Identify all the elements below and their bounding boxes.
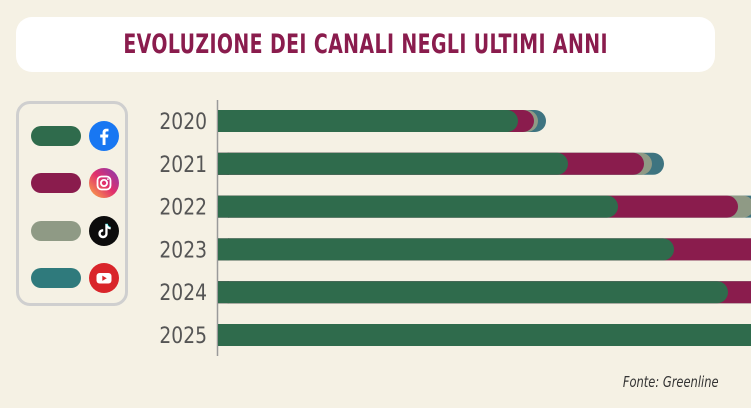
- bar-2023-series-1: [218, 238, 674, 261]
- title-banner: EVOLUZIONE DEI CANALI NEGLI ULTIMI ANNI: [16, 17, 715, 72]
- tiktok-icon: [89, 216, 119, 246]
- bar-2024-series-1: [218, 281, 728, 304]
- bar-2020-series-1: [218, 110, 518, 132]
- category-label-2021: 2021: [159, 151, 207, 177]
- legend-item-tiktok: [31, 216, 121, 246]
- category-label-2023: 2023: [159, 237, 207, 263]
- bar-2025-series-1-base: [218, 324, 229, 346]
- legend-item-instagram: [31, 168, 121, 198]
- legend-swatch-instagram: [31, 173, 81, 193]
- source-note: Fonte: Greenline: [623, 373, 719, 391]
- category-label-2024: 2024: [159, 280, 207, 306]
- bar-2020-series-1-base: [218, 110, 229, 132]
- category-labels-group: 2020 2021 2022 2023 2024 2025: [159, 109, 207, 349]
- chart-title: EVOLUZIONE DEI CANALI NEGLI ULTIMI ANNI: [123, 29, 608, 60]
- bar-2022-series-1: [218, 195, 618, 218]
- legend-swatch-tiktok: [31, 221, 81, 241]
- facebook-icon: [89, 121, 119, 151]
- bars-group: [218, 110, 751, 346]
- legend-item-facebook: [31, 121, 121, 151]
- legend: [16, 101, 128, 306]
- category-label-2020: 2020: [159, 109, 207, 135]
- legend-swatch-facebook: [31, 126, 81, 146]
- bar-2023-series-1-base: [218, 238, 229, 261]
- legend-item-youtube: [31, 263, 121, 293]
- category-label-2025: 2025: [159, 323, 207, 349]
- instagram-icon: [89, 168, 119, 198]
- bar-2025-series-1: [218, 324, 751, 346]
- bar-2021-series-1: [218, 152, 568, 175]
- bar-2021-series-1-base: [218, 152, 229, 175]
- youtube-icon: [89, 263, 119, 293]
- bar-2024-series-1-base: [218, 281, 229, 304]
- bar-2022-series-1-base: [218, 195, 229, 218]
- legend-swatch-youtube: [31, 268, 81, 288]
- category-label-2022: 2022: [159, 194, 207, 220]
